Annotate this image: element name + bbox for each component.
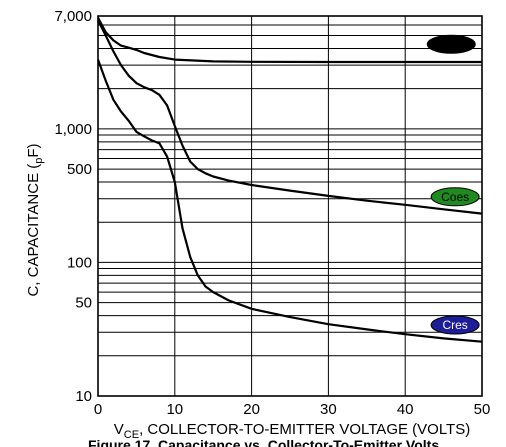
x-tick-label: 30 — [320, 401, 337, 418]
x-tick-label: 0 — [94, 401, 102, 418]
x-tick-label: 10 — [166, 401, 183, 418]
badge-cres — [430, 315, 480, 335]
badge-coes — [430, 187, 480, 207]
series-line-cres — [96, 59, 483, 343]
y-tick-label: 1,000 — [54, 121, 92, 138]
series-lines — [96, 17, 483, 343]
plot-frame — [97, 15, 483, 397]
y-axis-label-unit-sub: p — [33, 158, 45, 164]
series-badges: Coes Cres — [426, 34, 480, 335]
x-tick-label: 20 — [243, 401, 260, 418]
y-tick-labels: 10 50 100 500 1,000 7,000 — [54, 8, 92, 405]
figure-caption: Figure 17. Capacitance vs. Collector-To-… — [88, 437, 439, 447]
y-tick-label: 7,000 — [54, 8, 92, 25]
series-line-coes — [97, 19, 483, 215]
y-tick-label: 10 — [75, 388, 92, 405]
x-axis-label-v: V — [114, 421, 124, 438]
x-axis-label-sub: CE — [124, 429, 139, 441]
x-axis-label: VCE, COLLECTOR-TO-EMITTER VOLTAGE (VOLTS… — [114, 421, 470, 441]
series-line-cies — [97, 17, 482, 64]
x-tick-label: 50 — [474, 401, 491, 418]
badge-label-coes: Coes — [441, 190, 469, 204]
y-axis-label-unit: F) — [25, 143, 42, 157]
badge-label-cres: Cres — [442, 318, 467, 332]
x-axis-label-rest: , COLLECTOR-TO-EMITTER VOLTAGE (VOLTS) — [139, 421, 470, 438]
x-tick-label: 40 — [397, 401, 414, 418]
y-tick-label: 100 — [67, 254, 92, 271]
badge-cies — [426, 34, 476, 54]
y-axis-label-prefix: C, CAPACITANCE ( — [25, 164, 42, 297]
y-tick-label: 50 — [75, 295, 92, 312]
y-axis-label: C, CAPACITANCE (pF) — [25, 143, 45, 296]
y-tick-label: 500 — [67, 161, 92, 178]
x-tick-labels: 0 10 20 30 40 50 — [94, 401, 491, 418]
